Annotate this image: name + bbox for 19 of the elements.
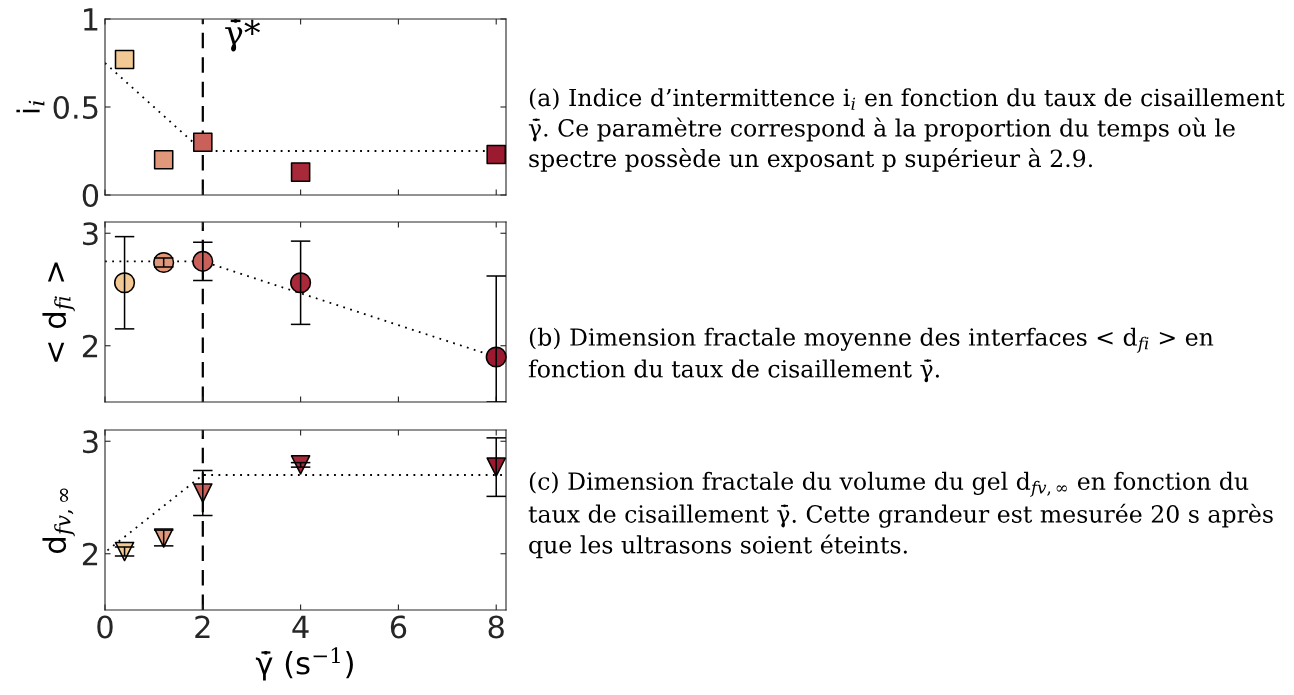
y-tick-label: 2 (82, 542, 98, 566)
y-tick-label: 1 (84, 8, 98, 31)
x-tick-label: 2 (195, 615, 210, 639)
y-tick-label: 0 (82, 183, 99, 208)
text: (a) Indice d’intermittence i$_{i}$ en fonction du taux de cisaillement γ̄̇. Ce paramètre correspond à la proportion du temps où le spectre possède un exposant p supérieur à 2.9. (528, 88, 1285, 172)
y-axis-title: d$_{fv,∞}$ (42, 488, 75, 553)
y-tick-label: 3 (83, 430, 98, 454)
y-axis-title: < d$_{fi}$ > (42, 262, 75, 362)
y-tick-label: 0.5 (53, 95, 98, 120)
x-tick-label: 4 (292, 615, 309, 639)
x-tick-label: 6 (390, 615, 407, 639)
x-tick-label: 8 (488, 615, 504, 639)
ref-line-label: γ̄̇* (225, 19, 261, 52)
y-axis-title: i$_{i}$ (16, 100, 45, 113)
y-tick-label: 3 (83, 222, 98, 246)
x-axis-title: γ̄̇ (s$^{−1}$) (255, 647, 353, 681)
y-tick-label: 2 (82, 334, 98, 358)
text: (c) Dimension fractale du volume du gel d$_{fv,∞}$ en fonction du taux de cisaillement γ̄̇. Cette grandeur est mesurée 20 s après que les ultrasons soient éteints. (528, 471, 1273, 559)
text: (b) Dimension fractale moyenne des interfaces < d$_{fi}$ > en fonction du taux de cisaillement γ̄̇. (528, 327, 1214, 383)
